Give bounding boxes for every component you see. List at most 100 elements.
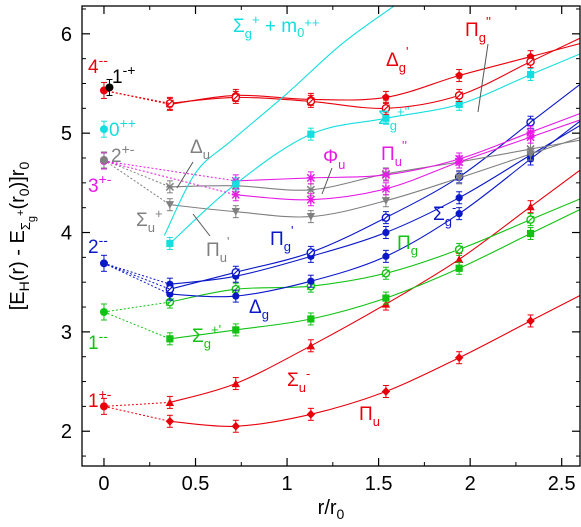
arrow-Pi-g-double-prime xyxy=(477,43,489,113)
point-u xyxy=(165,416,175,426)
label-3-plus-minus: 3+- xyxy=(88,171,112,197)
annotation-Pi-g-prime: Πg' xyxy=(270,223,293,254)
point-u xyxy=(381,170,391,179)
point-u xyxy=(381,197,391,205)
annotation-free-gluon: Σg+ + m0++ xyxy=(233,12,319,41)
annotation-Sigma-g-plus-prime: Σg+' xyxy=(192,322,221,351)
glueball-point xyxy=(99,402,108,411)
x-axis-label: r/r0 xyxy=(318,497,345,522)
series-u xyxy=(165,294,580,433)
point-g xyxy=(526,229,535,238)
point-u xyxy=(526,144,535,154)
dotted-link xyxy=(103,262,171,295)
y-tick-label: 5 xyxy=(61,123,72,145)
arrow-Pi-u-prime xyxy=(192,213,211,237)
point-g-slash xyxy=(381,213,390,222)
point-u xyxy=(231,208,240,216)
point-g xyxy=(455,264,463,272)
x-tick-label: 1.5 xyxy=(365,473,393,495)
point-u xyxy=(455,154,464,164)
curve-u xyxy=(169,169,580,403)
label-2-minus-minus: 2-- xyxy=(88,232,108,258)
dotted-link xyxy=(103,311,171,340)
y-tick-label: 4 xyxy=(61,223,72,245)
x-tick-label: 2 xyxy=(465,473,476,495)
point-g-slash xyxy=(231,268,240,277)
label-4-minus-minus: 4-- xyxy=(88,52,108,78)
point-g xyxy=(232,326,240,334)
series-g xyxy=(166,124,580,291)
curve-u xyxy=(169,139,580,191)
annotation-Pi-u: Πu xyxy=(359,404,380,429)
curve-u xyxy=(169,294,580,427)
point-g-slash xyxy=(306,97,315,106)
point-g-slash xyxy=(526,57,535,66)
dotted-link xyxy=(103,262,171,285)
point-g xyxy=(166,239,174,248)
point-g-slash xyxy=(455,91,464,100)
point-g xyxy=(455,71,464,79)
arrow-Phi-u xyxy=(321,167,333,195)
glueball-layer xyxy=(99,78,114,415)
curve-g xyxy=(169,120,580,298)
point-u xyxy=(306,195,315,204)
annotation-Sigma-u-minus: Σu- xyxy=(287,366,310,395)
point-u xyxy=(306,341,316,350)
dotted-link xyxy=(103,401,170,407)
glueball-point xyxy=(105,83,114,92)
label-1-minus-plus: 1-+ xyxy=(112,62,135,88)
point-u xyxy=(231,379,240,388)
point-g xyxy=(382,228,390,237)
point-g xyxy=(382,93,390,101)
point-g-slash xyxy=(231,285,240,294)
point-u xyxy=(454,353,464,363)
curve-g xyxy=(169,43,580,105)
point-u xyxy=(454,174,464,182)
annotation-Sigma-g-minus: Σg- xyxy=(433,200,456,229)
point-g-slash xyxy=(165,99,174,108)
point-u xyxy=(306,185,315,194)
dotted-link xyxy=(103,159,171,206)
point-u xyxy=(231,190,240,199)
dotted-link xyxy=(103,262,171,290)
series-free-gluon xyxy=(163,6,396,236)
series-g xyxy=(166,208,580,346)
glueball-point xyxy=(99,155,108,164)
point-g-slash xyxy=(165,285,174,294)
glueball-point xyxy=(99,308,108,317)
y-tick-label: 3 xyxy=(61,322,72,344)
axis-ticks: 0 0.5 1 1.5 2 2.5 2 3 4 5 6 xyxy=(61,6,580,495)
point-u xyxy=(306,213,316,221)
point-g xyxy=(526,70,535,79)
series-g xyxy=(166,53,580,250)
glueball-point xyxy=(99,259,108,268)
x-tick-label: 0 xyxy=(98,473,109,495)
point-g xyxy=(382,114,390,122)
point-g xyxy=(232,180,240,188)
dotted-link xyxy=(103,405,170,422)
point-u xyxy=(306,409,316,419)
point-g-slash xyxy=(231,93,240,102)
point-g xyxy=(382,294,390,302)
point-u xyxy=(381,184,391,193)
dotted-link xyxy=(103,160,236,196)
point-u xyxy=(454,255,464,263)
y-tick-label: 2 xyxy=(61,421,72,443)
point-g-slash xyxy=(381,269,390,278)
point-g xyxy=(307,315,315,323)
annotation-Delta-u: Δu xyxy=(190,137,210,162)
point-g-slash xyxy=(306,248,315,257)
label-1-minus-minus: 1-- xyxy=(88,328,108,354)
curve-free-gluon xyxy=(163,6,396,236)
annotation-Pi-u-double-prime: Πu'' xyxy=(381,138,407,169)
x-tick-label: 2.5 xyxy=(548,473,576,495)
annotation-Pi-g-double-prime: Πg'' xyxy=(465,14,491,45)
series-layer xyxy=(163,6,580,433)
x-tick-label: 1 xyxy=(281,473,292,495)
point-g xyxy=(232,292,240,300)
annotation-Sigma-u-plus: Σu+ xyxy=(136,206,163,235)
annotation-Pi-g: Πg xyxy=(397,233,418,258)
series-u xyxy=(231,113,580,188)
point-u xyxy=(165,398,175,407)
